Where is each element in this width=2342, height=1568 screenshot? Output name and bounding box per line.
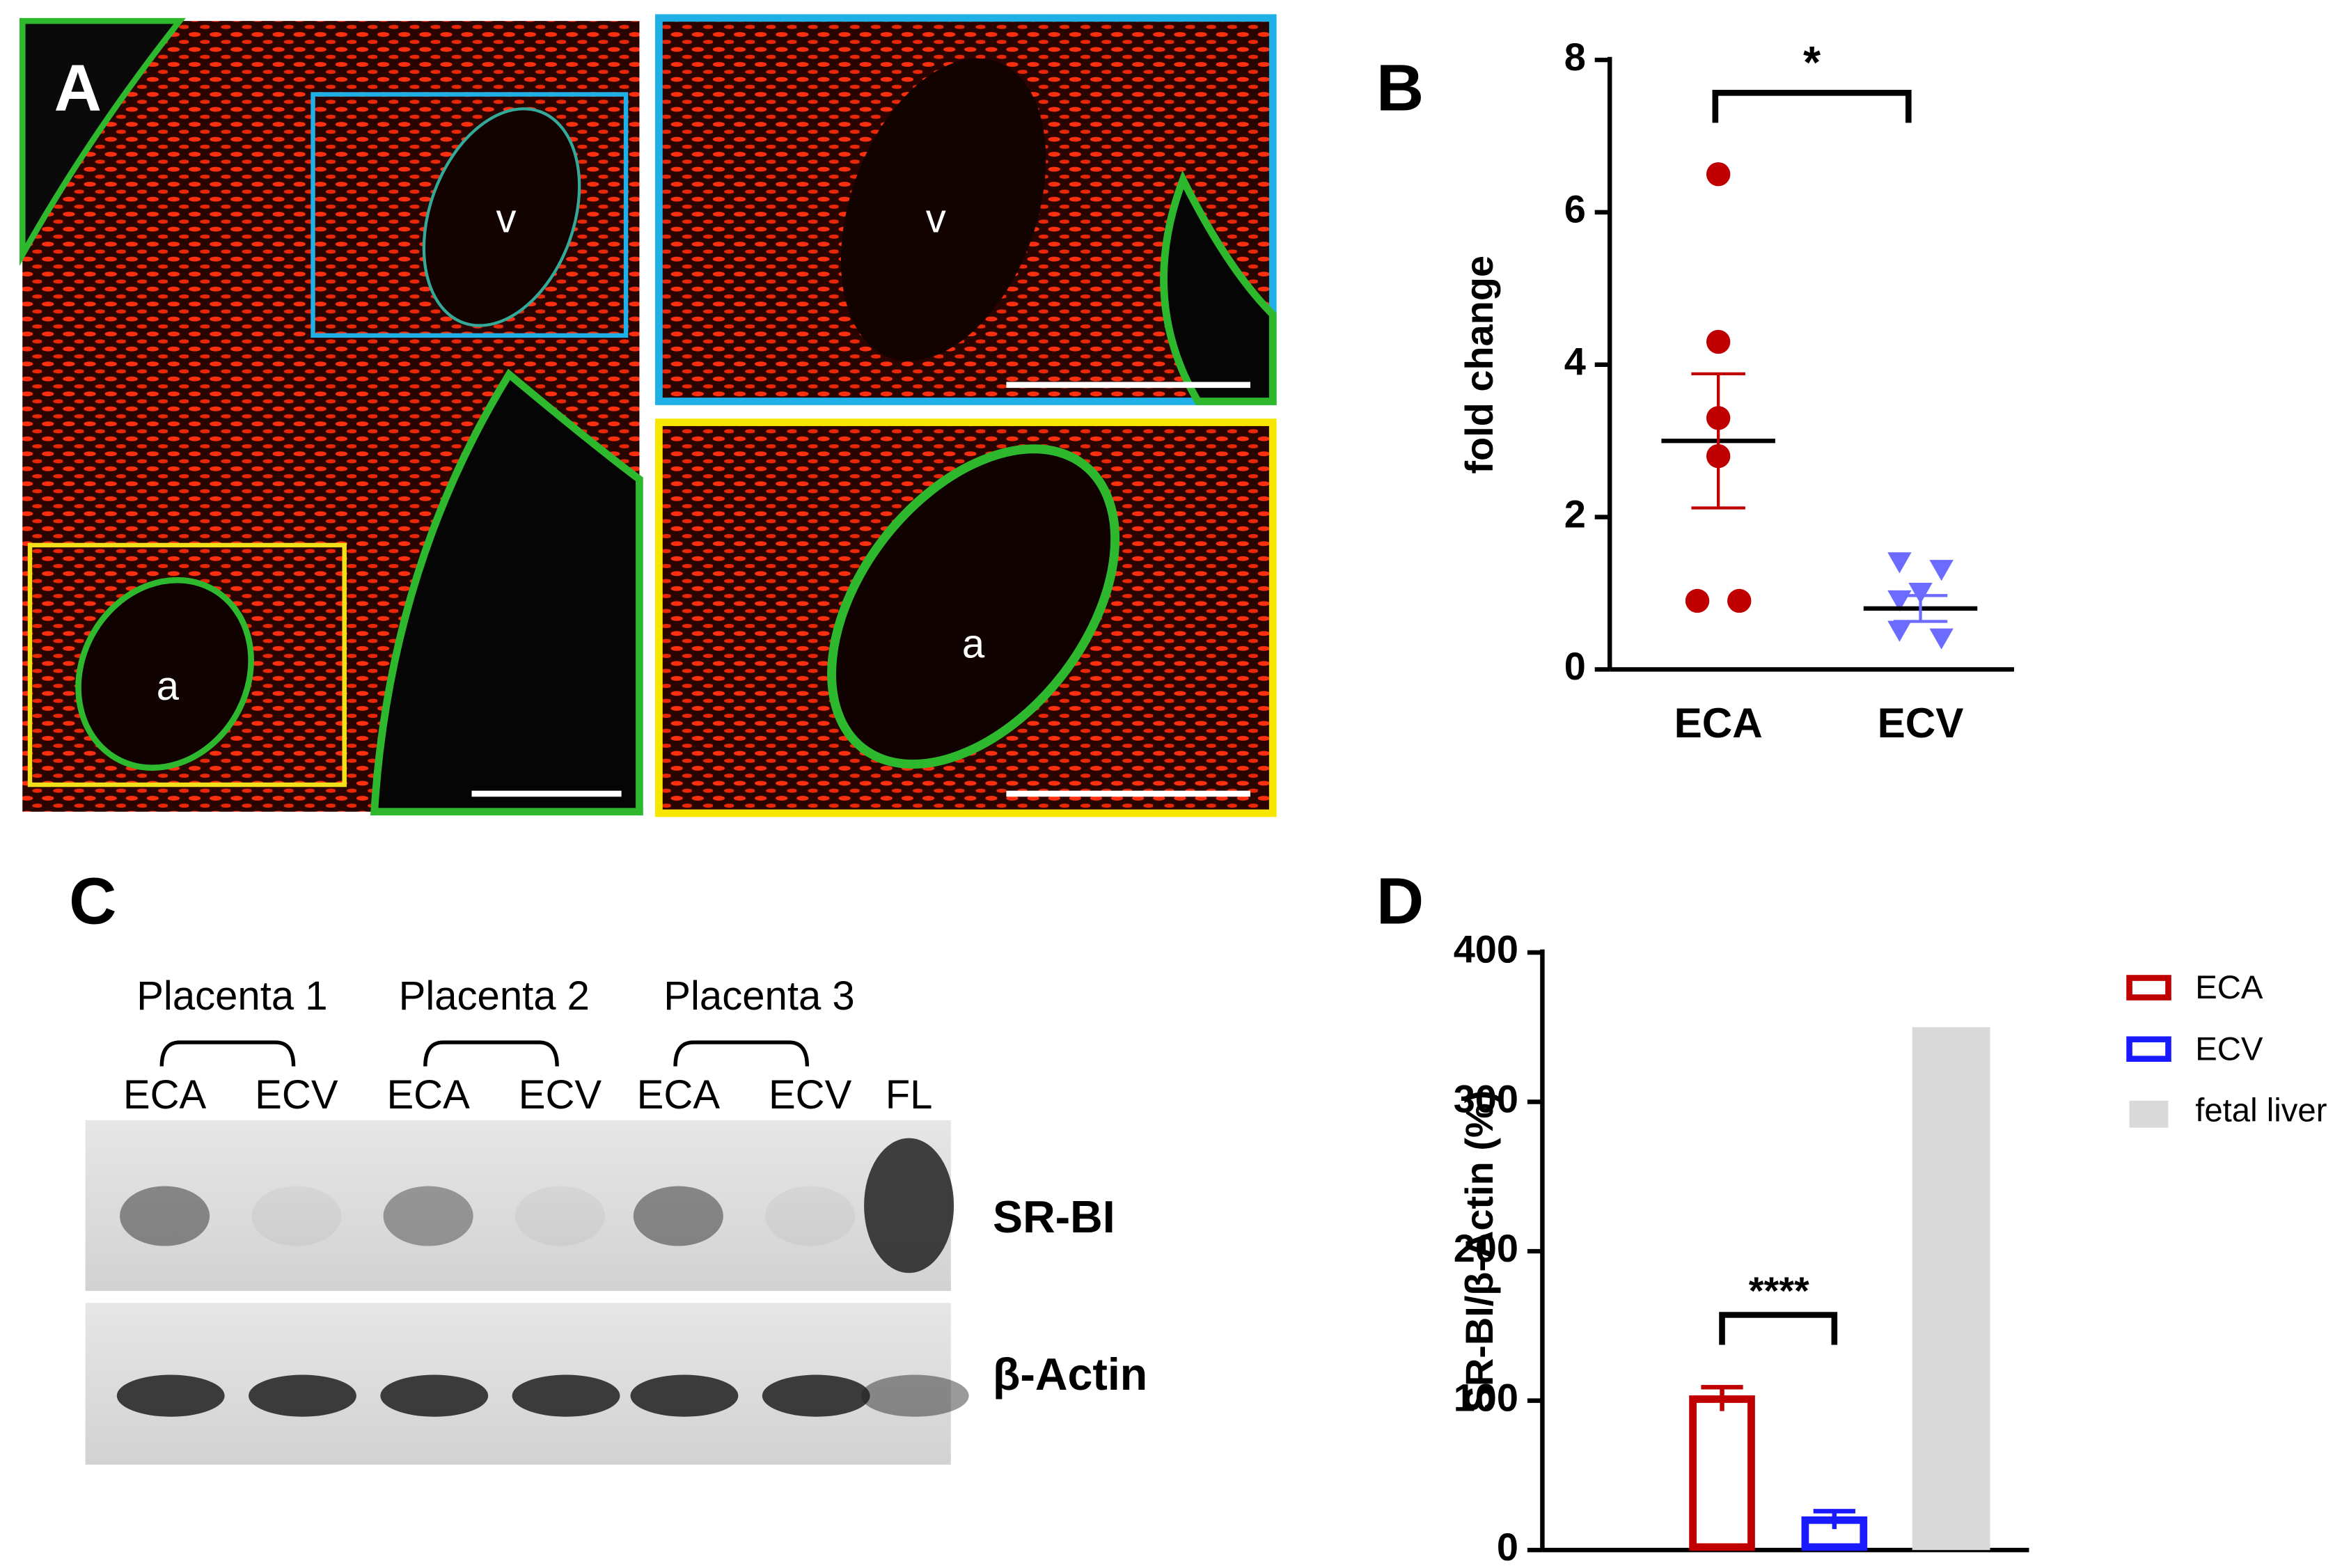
band: [120, 1186, 210, 1246]
band: [251, 1186, 342, 1246]
band: [630, 1374, 739, 1417]
significance-bracket: [1712, 90, 1912, 123]
data-point: [1929, 628, 1954, 650]
y-tick-label: 0: [1564, 644, 1586, 688]
data-point: [1685, 588, 1710, 613]
lumen: [827, 444, 1120, 769]
band: [383, 1186, 473, 1246]
band: [514, 1186, 605, 1246]
panel-label: D: [1376, 864, 1424, 938]
blot-strip: [85, 1120, 951, 1292]
significance-label: *: [1803, 38, 1821, 88]
significance-bracket: [1719, 1312, 1838, 1345]
y-tick-label: 200: [1454, 1226, 1518, 1270]
lane-label: ECA: [123, 1072, 207, 1118]
row-label: β-Actin: [993, 1349, 1147, 1400]
y-tick-label: 4: [1564, 340, 1586, 384]
x-tick-label: ECV: [1878, 699, 1964, 746]
lumen-label: a: [962, 622, 985, 667]
y-tick-label: 0: [1497, 1525, 1518, 1568]
inset-box: [27, 542, 347, 787]
data-point: [1706, 162, 1731, 187]
inset-box: [311, 92, 629, 338]
lumen-label: v: [496, 196, 516, 242]
band: [249, 1374, 356, 1417]
data-point: [1929, 560, 1954, 581]
lane-label: ECV: [255, 1072, 338, 1118]
lane-label: ECV: [769, 1072, 852, 1118]
lumen: [840, 58, 1046, 361]
legend-label: ECA: [2195, 969, 2263, 1006]
bar: [1801, 1516, 1868, 1551]
data-point: [1727, 588, 1752, 613]
y-tick-label: 100: [1454, 1375, 1518, 1419]
lane-label: ECA: [386, 1072, 470, 1118]
row-label: SR-BI: [993, 1192, 1115, 1242]
band: [380, 1374, 489, 1417]
panel-label: B: [1376, 51, 1424, 125]
data-point: [1887, 552, 1912, 574]
y-tick-label: 400: [1454, 927, 1518, 971]
y-axis-label: fold change: [1457, 256, 1501, 474]
y-tick-label: 2: [1564, 492, 1586, 535]
band: [864, 1138, 954, 1273]
lumen: [75, 577, 254, 771]
tissue-region: [19, 17, 186, 267]
western-blot: [85, 1120, 969, 1465]
group-brace: [159, 1040, 296, 1067]
legend-swatch: [2126, 975, 2171, 1001]
band: [860, 1374, 969, 1417]
panel-label: C: [69, 864, 116, 938]
band: [116, 1374, 225, 1417]
x-tick-label: ECA: [1674, 699, 1763, 746]
legend-label: ECV: [2195, 1030, 2263, 1067]
bar: [1912, 1027, 1990, 1551]
tissue-region: [370, 368, 643, 816]
group-brace: [423, 1040, 559, 1067]
tissue-region: [1160, 170, 1277, 405]
bar: [1689, 1395, 1755, 1551]
group-brace: [673, 1040, 810, 1067]
lumen-label: a: [157, 664, 180, 709]
panel-label: A: [54, 51, 102, 125]
y-tick-label: 8: [1564, 35, 1586, 79]
group-label: Placenta 2: [399, 973, 590, 1019]
y-tick-label: 6: [1564, 187, 1586, 231]
data-point: [1887, 620, 1912, 642]
y-axis-label: SR-BI/β-Actin (%): [1457, 1090, 1501, 1413]
legend-swatch: [2126, 1036, 2171, 1062]
band: [765, 1186, 856, 1246]
band: [633, 1186, 723, 1246]
data-point: [1706, 329, 1731, 354]
lane-label: ECV: [519, 1072, 602, 1118]
legend-label: fetal liver: [2195, 1092, 2327, 1129]
band: [762, 1374, 870, 1417]
lane-label: FL: [886, 1072, 933, 1118]
significance-label: ****: [1749, 1269, 1809, 1312]
lumen-label: v: [926, 196, 946, 242]
lane-label: ECA: [637, 1072, 721, 1118]
data-point: [1908, 582, 1933, 604]
group-label: Placenta 3: [663, 973, 854, 1019]
legend-swatch: [2129, 1100, 2169, 1128]
y-tick-label: 300: [1454, 1076, 1518, 1120]
group-label: Placenta 1: [136, 973, 327, 1019]
band: [512, 1374, 620, 1417]
micrographs: A v a v a: [19, 14, 1277, 817]
lumen: [422, 107, 581, 327]
